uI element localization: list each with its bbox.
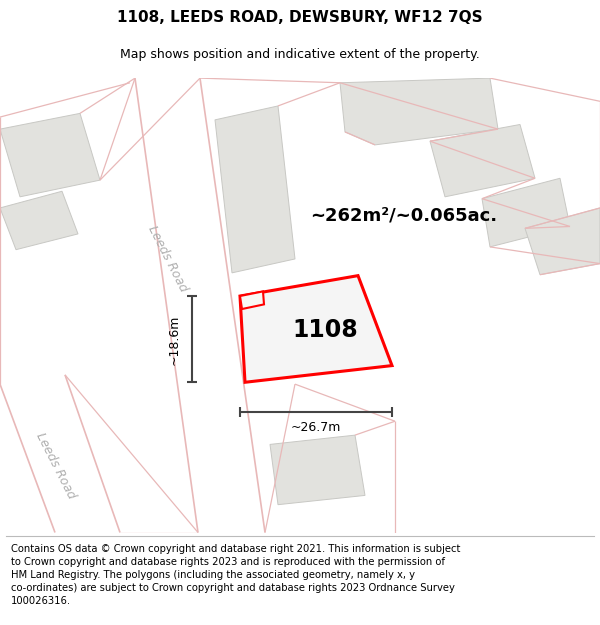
- Polygon shape: [0, 191, 78, 249]
- Polygon shape: [525, 208, 600, 275]
- Polygon shape: [270, 435, 365, 504]
- Text: Map shows position and indicative extent of the property.: Map shows position and indicative extent…: [120, 48, 480, 61]
- Polygon shape: [482, 178, 570, 247]
- Text: ~18.6m: ~18.6m: [167, 314, 181, 365]
- Polygon shape: [0, 375, 120, 532]
- Polygon shape: [340, 78, 498, 145]
- Text: ~26.7m: ~26.7m: [291, 421, 341, 434]
- Polygon shape: [430, 124, 535, 197]
- Polygon shape: [240, 276, 392, 382]
- Polygon shape: [240, 291, 264, 309]
- Polygon shape: [135, 78, 265, 532]
- Text: Contains OS data © Crown copyright and database right 2021. This information is : Contains OS data © Crown copyright and d…: [11, 544, 460, 606]
- Polygon shape: [0, 113, 100, 197]
- Text: ~262m²/~0.065ac.: ~262m²/~0.065ac.: [310, 206, 497, 224]
- Text: 1108, LEEDS ROAD, DEWSBURY, WF12 7QS: 1108, LEEDS ROAD, DEWSBURY, WF12 7QS: [117, 9, 483, 24]
- Text: Leeds Road: Leeds Road: [34, 431, 78, 501]
- Polygon shape: [215, 106, 295, 273]
- Text: 1108: 1108: [292, 318, 358, 342]
- Text: Leeds Road: Leeds Road: [146, 224, 190, 294]
